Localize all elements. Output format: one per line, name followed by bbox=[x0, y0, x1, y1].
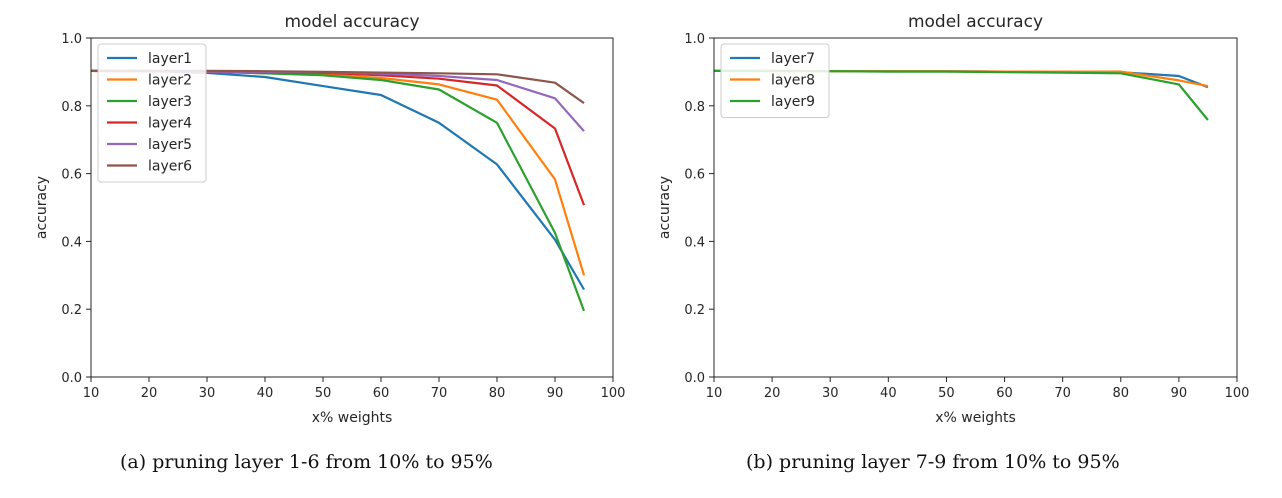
chart-title: model accuracy bbox=[908, 12, 1043, 32]
legend-label-layer1: layer1 bbox=[148, 51, 192, 67]
plot-frame bbox=[90, 37, 614, 378]
x-tick-label: 40 bbox=[880, 386, 897, 401]
x-tick-label: 60 bbox=[373, 386, 390, 401]
legend-label-layer2: layer2 bbox=[148, 73, 192, 89]
y-tick-label: 1.0 bbox=[684, 32, 705, 47]
y-axis-label: accuracy bbox=[34, 176, 50, 239]
x-tick-label: 90 bbox=[547, 386, 564, 401]
x-tick-label: 30 bbox=[199, 386, 216, 401]
x-tick-label: 90 bbox=[1171, 386, 1188, 401]
legend-label-layer6: layer6 bbox=[148, 159, 192, 175]
x-tick-label: 30 bbox=[822, 386, 839, 401]
caption-b: (b) pruning layer 7-9 from 10% to 95% bbox=[746, 451, 1120, 473]
x-tick-label: 80 bbox=[489, 386, 506, 401]
legend-label-layer7: layer7 bbox=[771, 51, 815, 67]
chart-title: model accuracy bbox=[284, 12, 419, 32]
x-tick-label: 40 bbox=[257, 386, 274, 401]
legend: layer7 layer8 layer9 bbox=[720, 43, 830, 118]
chart-a: 10 20 30 40 50 60 70 80 90 100 0.0 0.2 0.4 0.6 0.8 1.0 m… bbox=[34, 12, 625, 426]
x-tick-label: 50 bbox=[315, 386, 332, 401]
x-tick-label: 100 bbox=[1225, 386, 1250, 401]
x-tick-label: 20 bbox=[764, 386, 781, 401]
chart-b: 10 20 30 40 50 60 70 80 90 100 0.0 0.2 0.4 0.6 0.8 1.0 m… bbox=[657, 12, 1249, 426]
y-tick-label: 0.2 bbox=[684, 303, 705, 318]
x-tick-label: 100 bbox=[601, 386, 626, 401]
legend-label-layer8: layer8 bbox=[771, 73, 815, 89]
plot-frame bbox=[713, 37, 1238, 378]
x-tick-label: 60 bbox=[996, 386, 1013, 401]
x-tick-label: 80 bbox=[1113, 386, 1130, 401]
y-tick-label: 1.0 bbox=[61, 32, 82, 47]
y-tick-label: 0.8 bbox=[684, 100, 705, 115]
x-tick-label: 10 bbox=[83, 386, 100, 401]
y-tick-label: 0.6 bbox=[684, 168, 705, 183]
x-tick-label: 70 bbox=[431, 386, 448, 401]
legend: layer1 layer2 layer3 layer4 layer5 layer6 bbox=[97, 43, 207, 183]
y-tick-label: 0.0 bbox=[684, 371, 705, 386]
y-tick-label: 0.8 bbox=[61, 100, 82, 115]
legend-label-layer9: layer9 bbox=[771, 94, 815, 110]
x-tick-label: 50 bbox=[938, 386, 955, 401]
y-tick-label: 0.4 bbox=[61, 235, 82, 250]
y-tick-label: 0.2 bbox=[61, 303, 82, 318]
legend-label-layer5: layer5 bbox=[148, 137, 192, 153]
legend-label-layer4: layer4 bbox=[148, 116, 192, 132]
y-tick-label: 0.6 bbox=[61, 168, 82, 183]
caption-a: (a) pruning layer 1-6 from 10% to 95% bbox=[120, 451, 493, 473]
x-axis-label: x% weights bbox=[312, 410, 393, 426]
x-tick-label: 10 bbox=[706, 386, 723, 401]
x-axis-label: x% weights bbox=[935, 410, 1016, 426]
legend-box bbox=[720, 43, 830, 118]
x-tick-label: 20 bbox=[141, 386, 158, 401]
legend-label-layer3: layer3 bbox=[148, 94, 192, 110]
x-tick-label: 70 bbox=[1054, 386, 1071, 401]
y-tick-label: 0.0 bbox=[61, 371, 82, 386]
y-tick-label: 0.4 bbox=[684, 235, 705, 250]
y-axis-label: accuracy bbox=[657, 176, 673, 239]
